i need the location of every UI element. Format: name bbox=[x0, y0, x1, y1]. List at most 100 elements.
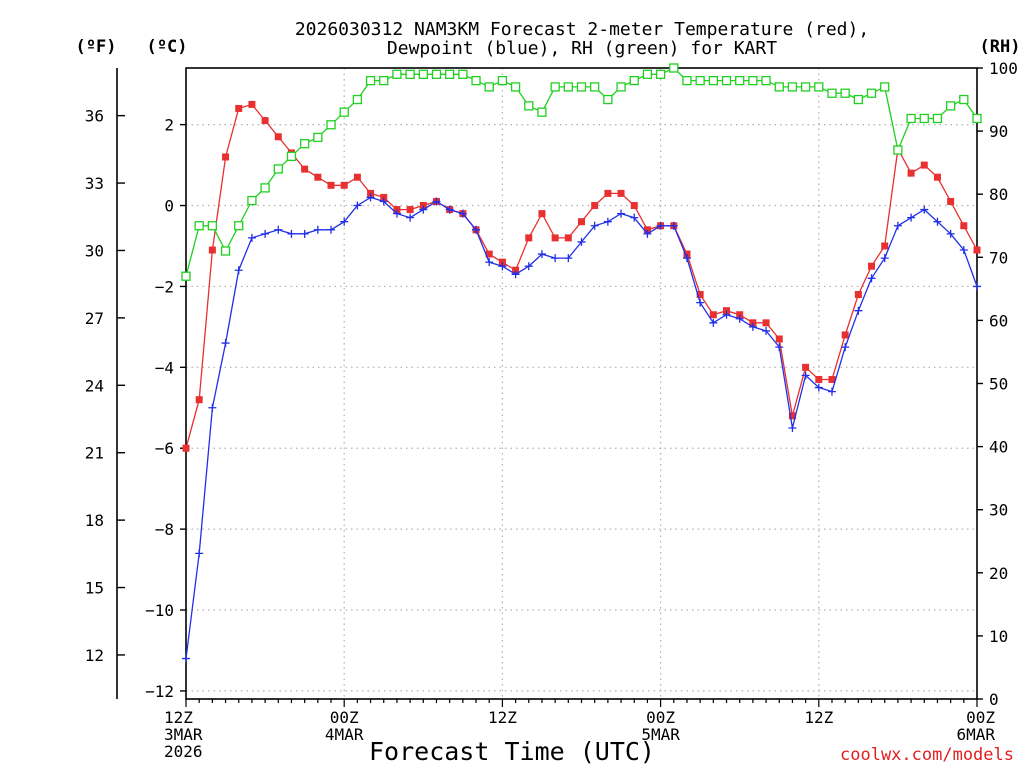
rh-point bbox=[959, 94, 969, 105]
rh-point bbox=[972, 113, 982, 124]
x-tick-label: 00Z bbox=[966, 708, 995, 727]
temperature-point bbox=[828, 375, 836, 383]
temperature-point bbox=[208, 246, 216, 254]
temperature-point bbox=[248, 100, 256, 108]
rh-point bbox=[761, 75, 771, 86]
x-tick-label: 12Z bbox=[804, 708, 833, 727]
temperature-point bbox=[841, 331, 849, 339]
rh-point bbox=[234, 221, 244, 231]
temperature-point bbox=[498, 258, 506, 266]
dewpoint-point bbox=[195, 549, 204, 558]
temperature-point bbox=[380, 193, 388, 201]
rh-point bbox=[220, 246, 231, 256]
rh-point bbox=[695, 75, 705, 86]
dewpoint-point bbox=[327, 225, 336, 234]
dewpoint-point bbox=[261, 229, 270, 238]
x-tick-label: 6MAR bbox=[956, 725, 995, 744]
rh-point bbox=[299, 139, 310, 149]
rh-unit-label: (RH) bbox=[980, 37, 1021, 57]
dewpoint-point bbox=[735, 314, 744, 323]
rh-point bbox=[866, 88, 877, 98]
dewpoint-point bbox=[946, 229, 955, 238]
rh-point bbox=[893, 145, 903, 155]
dewpoint-point bbox=[933, 217, 942, 226]
temperature-point bbox=[353, 173, 361, 181]
dewpoint-point bbox=[379, 197, 388, 206]
rh-point bbox=[563, 82, 573, 92]
dewpoint-point bbox=[234, 266, 243, 275]
dewpoint-point bbox=[682, 254, 691, 263]
rh-tick-label: 70 bbox=[989, 248, 1008, 267]
rh-point bbox=[721, 75, 732, 86]
dewpoint-point bbox=[472, 225, 481, 234]
temperature-point bbox=[683, 250, 691, 258]
x-tick-label: 4MAR bbox=[325, 725, 364, 744]
rh-tick-label: 50 bbox=[989, 375, 1008, 394]
dewpoint-point bbox=[775, 343, 784, 352]
temperature-point bbox=[235, 104, 243, 112]
rh-point bbox=[787, 82, 798, 92]
rh-point bbox=[286, 151, 297, 161]
dewpoint-point bbox=[524, 262, 533, 271]
fahrenheit-unit-label: (ºF) bbox=[76, 37, 117, 57]
temperature-point bbox=[564, 234, 572, 242]
dewpoint-point bbox=[656, 221, 665, 230]
dewpoint-point bbox=[551, 254, 560, 263]
temperature-point bbox=[907, 169, 915, 177]
rh-point bbox=[445, 69, 455, 79]
fahrenheit-tick-label: 27 bbox=[85, 309, 104, 328]
dewpoint-point bbox=[406, 213, 415, 222]
dewpoint-point bbox=[511, 270, 520, 279]
dewpoint-point bbox=[340, 217, 349, 226]
temperature-point bbox=[933, 173, 941, 181]
x-tick-label: 5MAR bbox=[641, 725, 680, 744]
temperature-point bbox=[538, 210, 546, 218]
rh-point bbox=[603, 94, 613, 105]
rh-point bbox=[537, 107, 547, 117]
dewpoint-point bbox=[590, 221, 599, 230]
temperature-point bbox=[261, 117, 269, 125]
rh-tick-label: 60 bbox=[989, 311, 1008, 330]
rh-point bbox=[181, 271, 191, 281]
x-tick-label: 00Z bbox=[646, 708, 675, 727]
celsius-tick-label: −10 bbox=[145, 601, 174, 620]
temperature-point bbox=[630, 202, 638, 210]
dewpoint-point bbox=[419, 205, 428, 214]
celsius-unit-label: (ºC) bbox=[147, 37, 188, 57]
dewpoint-point bbox=[920, 205, 929, 214]
rh-tick-label: 0 bbox=[989, 690, 999, 709]
rh-point bbox=[748, 75, 758, 86]
rh-point bbox=[418, 69, 428, 79]
x-tick-label: 12Z bbox=[164, 708, 193, 727]
temperature-point bbox=[947, 197, 955, 205]
dewpoint-point bbox=[814, 383, 823, 392]
dewpoint-point bbox=[617, 209, 626, 218]
temperature-point bbox=[222, 153, 230, 161]
temperature-point bbox=[182, 444, 190, 452]
rh-point bbox=[814, 82, 824, 92]
celsius-tick-label: 2 bbox=[164, 116, 174, 135]
temperature-point bbox=[920, 161, 928, 169]
fahrenheit-tick-label: 36 bbox=[85, 107, 104, 126]
temperature-point bbox=[736, 311, 744, 319]
dewpoint-point bbox=[313, 225, 322, 234]
dewpoint-point bbox=[827, 387, 836, 396]
dewpoint-point bbox=[603, 217, 612, 226]
dewpoint-point bbox=[709, 318, 718, 327]
rh-point bbox=[800, 82, 811, 92]
temperature-point bbox=[551, 234, 559, 242]
rh-point bbox=[590, 82, 600, 92]
dewpoint-point bbox=[458, 209, 467, 218]
rh-tick-label: 20 bbox=[989, 564, 1008, 583]
dewpoint-point bbox=[762, 326, 771, 335]
rh-point bbox=[774, 82, 784, 92]
dewpoint-point bbox=[696, 298, 705, 307]
rh-point bbox=[629, 75, 639, 86]
celsius-tick-label: −2 bbox=[155, 277, 174, 296]
temperature-point bbox=[314, 173, 322, 181]
dewpoint-point bbox=[287, 229, 296, 238]
rh-point bbox=[655, 69, 666, 79]
rh-point bbox=[853, 94, 863, 105]
celsius-tick-label: −4 bbox=[155, 358, 174, 377]
